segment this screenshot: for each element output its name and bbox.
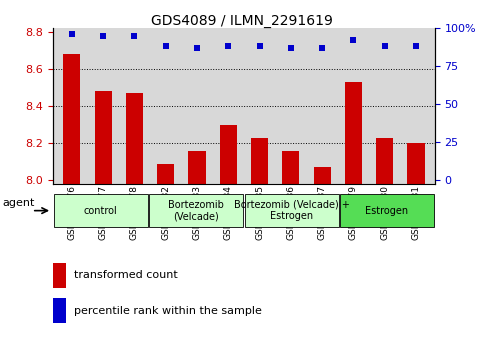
Bar bbox=[251, 138, 268, 184]
Bar bbox=[53, 298, 67, 323]
Point bbox=[287, 45, 295, 51]
Text: percentile rank within the sample: percentile rank within the sample bbox=[74, 306, 262, 316]
Bar bbox=[149, 194, 243, 227]
Bar bbox=[63, 54, 81, 184]
Point bbox=[225, 44, 232, 49]
Bar bbox=[54, 194, 148, 227]
Bar bbox=[282, 151, 299, 184]
Bar bbox=[126, 93, 143, 184]
Point bbox=[350, 38, 357, 43]
Bar bbox=[53, 263, 67, 287]
Text: Bortezomib
(Velcade): Bortezomib (Velcade) bbox=[168, 200, 224, 222]
Bar bbox=[244, 194, 339, 227]
Text: control: control bbox=[84, 206, 118, 216]
Bar bbox=[407, 143, 425, 184]
Bar bbox=[220, 125, 237, 184]
Bar bbox=[157, 164, 174, 184]
Point bbox=[381, 44, 388, 49]
Bar bbox=[313, 167, 331, 184]
Text: agent: agent bbox=[3, 198, 35, 208]
Point bbox=[318, 45, 326, 51]
Point bbox=[99, 33, 107, 39]
Bar bbox=[95, 91, 112, 184]
Point bbox=[162, 44, 170, 49]
Bar bbox=[188, 151, 206, 184]
Point bbox=[68, 32, 76, 37]
Text: Estrogen: Estrogen bbox=[366, 206, 409, 216]
Text: transformed count: transformed count bbox=[74, 270, 178, 280]
Bar bbox=[376, 138, 393, 184]
Text: Bortezomib (Velcade) +
Estrogen: Bortezomib (Velcade) + Estrogen bbox=[234, 200, 350, 222]
Point bbox=[130, 33, 138, 39]
Bar bbox=[340, 194, 434, 227]
Point bbox=[193, 45, 201, 51]
Text: GDS4089 / ILMN_2291619: GDS4089 / ILMN_2291619 bbox=[151, 14, 332, 28]
Point bbox=[412, 44, 420, 49]
Point bbox=[256, 44, 263, 49]
Bar bbox=[345, 82, 362, 184]
